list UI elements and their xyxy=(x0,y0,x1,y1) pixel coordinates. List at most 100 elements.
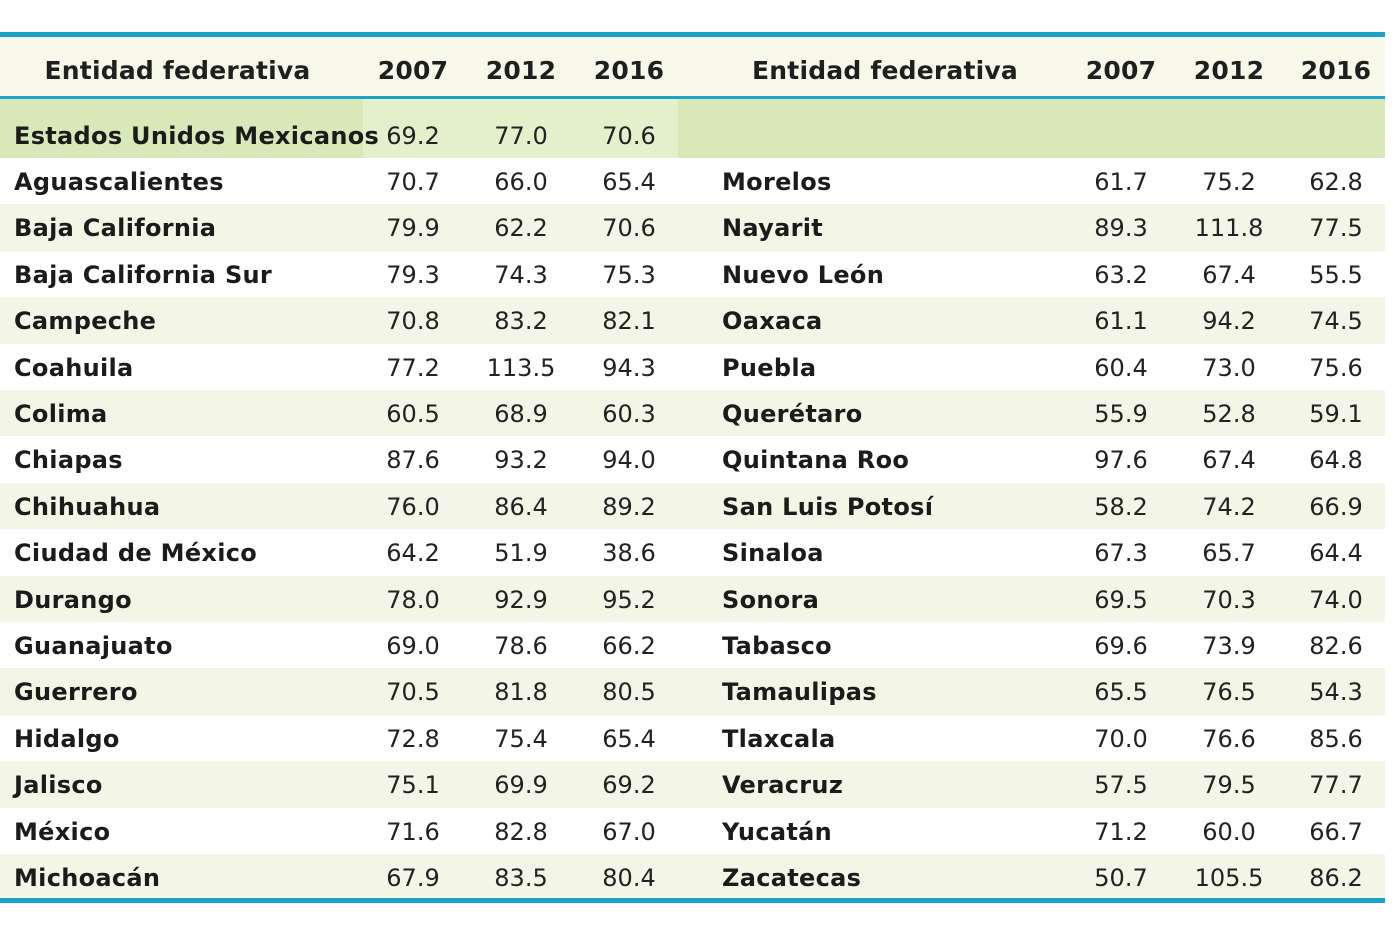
left-entity-name: Baja California Sur xyxy=(14,260,273,289)
left-value-cell: 60.5 xyxy=(386,400,440,428)
left-value-cell: 70.8 xyxy=(386,307,440,336)
left-value-cell: 67.0 xyxy=(602,817,656,846)
right-value-cell: 77.7 xyxy=(1309,771,1363,800)
left-value-cell: 65.4 xyxy=(602,168,656,196)
left-value-cell: 76.0 xyxy=(386,492,440,521)
right-value-cell: 76.6 xyxy=(1202,724,1256,753)
left-entity-name: Michoacán xyxy=(14,864,161,892)
table-row: Hidalgo 72.8 75.4 65.4 Tlaxcala 70.0 76.6 85.6 xyxy=(0,715,1385,761)
right-value-cell: 65.5 xyxy=(1094,678,1148,707)
left-value-cell: 72.8 xyxy=(386,724,440,753)
left-entity-name: Chiapas xyxy=(14,446,123,475)
table-row: Durango 78.0 92.9 95.2 Sonora 69.5 70.3 74.0 xyxy=(0,575,1385,622)
table-row: Aguascalientes 70.7 66.0 65.4 Morelos 61.7 75.… xyxy=(0,158,1385,204)
right-value-cell: 105.5 xyxy=(1194,864,1264,892)
right-value-cell: 59.1 xyxy=(1309,400,1363,428)
right-entity-name: Quintana Roo xyxy=(722,446,910,475)
right-value-cell: 50.7 xyxy=(1094,864,1148,892)
left-value-cell: 69.2 xyxy=(602,771,656,800)
left-value-cell: 79.3 xyxy=(386,260,440,289)
left-entity-name: Hidalgo xyxy=(14,724,120,753)
left-value-cell: 113.5 xyxy=(486,353,556,382)
header-entity-left: Entidad federativa xyxy=(44,56,311,85)
right-value-cell: 67.3 xyxy=(1094,539,1148,568)
left-entity-name: Colima xyxy=(14,400,108,428)
table-row: Baja California 79.9 62.2 70.6 Nayarit 89.3 11… xyxy=(0,204,1385,251)
left-value-cell: 75.1 xyxy=(386,771,440,800)
left-value-cell: 68.9 xyxy=(494,400,548,428)
left-value-cell: 92.9 xyxy=(494,585,548,614)
table-row: Colima 60.5 68.9 60.3 Querétaro 55.9 52.8 59.1 xyxy=(0,390,1385,437)
right-entity-name: San Luis Potosí xyxy=(722,492,934,521)
total-value-2016: 70.6 xyxy=(602,122,656,150)
right-entity-name: Yucatán xyxy=(722,817,832,846)
right-value-cell: 67.4 xyxy=(1202,446,1256,475)
right-value-cell: 55.9 xyxy=(1094,400,1148,428)
table-row: Ciudad de México 64.2 51.9 38.6 Sinaloa 67.3 6… xyxy=(0,529,1385,575)
left-value-cell: 69.0 xyxy=(386,632,440,660)
left-value-cell: 75.4 xyxy=(494,724,548,753)
table-row: Jalisco 75.1 69.9 69.2 Veracruz 57.5 79.5 77.7 xyxy=(0,761,1385,808)
right-entity-name: Nayarit xyxy=(722,214,824,243)
left-entity-name: Guanajuato xyxy=(14,632,173,660)
right-entity-name: Tamaulipas xyxy=(722,678,877,707)
left-value-cell: 81.8 xyxy=(494,678,548,707)
header-entity-right: Entidad federativa xyxy=(752,56,1018,85)
header-year-right-2016: 2016 xyxy=(1300,56,1372,85)
right-value-cell: 70.0 xyxy=(1094,724,1148,753)
table-row: Baja California Sur 79.3 74.3 75.3 Nuevo Leó… xyxy=(0,251,1385,297)
left-value-cell: 69.9 xyxy=(494,771,548,800)
right-value-cell: 69.6 xyxy=(1094,632,1148,660)
right-value-cell: 66.9 xyxy=(1309,492,1363,521)
left-value-cell: 78.6 xyxy=(494,632,548,660)
left-value-cell: 38.6 xyxy=(602,539,656,568)
total-name: Estados Unidos Mexicanos xyxy=(14,122,380,150)
left-value-cell: 94.0 xyxy=(602,446,656,475)
top-rule xyxy=(0,32,1385,37)
right-entity-name: Veracruz xyxy=(722,771,844,800)
right-entity-name: Tabasco xyxy=(722,632,832,660)
right-value-cell: 73.9 xyxy=(1202,632,1256,660)
left-value-cell: 66.0 xyxy=(494,168,548,196)
right-value-cell: 67.4 xyxy=(1202,260,1256,289)
left-entity-name: Campeche xyxy=(14,307,157,336)
right-value-cell: 52.8 xyxy=(1202,400,1256,428)
left-value-cell: 94.3 xyxy=(602,353,656,382)
left-value-cell: 62.2 xyxy=(494,214,548,243)
right-value-cell: 61.1 xyxy=(1094,307,1148,336)
right-value-cell: 76.5 xyxy=(1202,678,1256,707)
header-year-left-2007: 2007 xyxy=(377,56,449,85)
left-value-cell: 51.9 xyxy=(494,539,548,568)
left-value-cell: 74.3 xyxy=(494,260,548,289)
left-value-cell: 70.7 xyxy=(386,168,440,196)
left-value-cell: 93.2 xyxy=(494,446,548,475)
left-value-cell: 82.8 xyxy=(494,817,548,846)
right-value-cell: 65.7 xyxy=(1202,539,1256,568)
table-row: Coahuila 77.2 113.5 94.3 Puebla 60.4 73.0 75.6 xyxy=(0,344,1385,390)
right-entity-name: Zacatecas xyxy=(722,864,862,892)
left-value-cell: 77.2 xyxy=(386,353,440,382)
right-value-cell: 97.6 xyxy=(1094,446,1148,475)
right-value-cell: 74.0 xyxy=(1309,585,1363,614)
left-value-cell: 83.5 xyxy=(494,864,548,892)
right-entity-name: Nuevo León xyxy=(722,260,885,289)
left-value-cell: 87.6 xyxy=(386,446,440,475)
right-value-cell: 64.8 xyxy=(1309,446,1363,475)
right-value-cell: 69.5 xyxy=(1094,585,1148,614)
table-row: Campeche 70.8 83.2 82.1 Oaxaca 61.1 94.2 74.5 xyxy=(0,297,1385,344)
right-value-cell: 75.6 xyxy=(1309,353,1363,382)
left-value-cell: 80.5 xyxy=(602,678,656,707)
header-year-right-2007: 2007 xyxy=(1085,56,1157,85)
right-value-cell: 74.5 xyxy=(1309,307,1363,336)
left-value-cell: 65.4 xyxy=(602,724,656,753)
right-value-cell: 55.5 xyxy=(1309,260,1363,289)
right-value-cell: 82.6 xyxy=(1309,632,1363,660)
right-entity-name: Sinaloa xyxy=(722,539,824,568)
left-entity-name: Chihuahua xyxy=(14,492,161,521)
left-value-cell: 79.9 xyxy=(386,214,440,243)
right-entity-name: Sonora xyxy=(722,585,820,614)
left-entity-name: Coahuila xyxy=(14,353,134,382)
table-row: Guerrero 70.5 81.8 80.5 Tamaulipas 65.5 76.5 54… xyxy=(0,668,1385,715)
right-value-cell: 70.3 xyxy=(1202,585,1256,614)
